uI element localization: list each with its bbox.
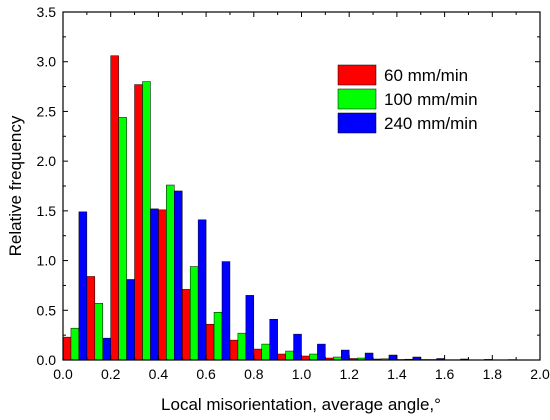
bar-series-3-bin-4 bbox=[150, 208, 159, 361]
legend-swatch-1 bbox=[337, 64, 377, 86]
bars-layer bbox=[62, 55, 541, 361]
bar-series-3-bin-12 bbox=[341, 349, 350, 361]
y-tick-label: 3.0 bbox=[37, 54, 57, 70]
y-tick-label: 1.5 bbox=[37, 203, 57, 219]
bar-series-2-bin-7 bbox=[213, 312, 223, 361]
bar-series-2-bin-1 bbox=[70, 327, 80, 361]
bar-series-2-bin-2 bbox=[94, 303, 104, 361]
y-tick-label: 2.0 bbox=[37, 153, 57, 169]
bar-series-2-bin-10 bbox=[285, 350, 294, 361]
y-tick-label: 2.5 bbox=[37, 103, 57, 119]
bar-series-2-bin-8 bbox=[237, 332, 247, 361]
y-tick-label: 1.0 bbox=[37, 253, 57, 269]
ticks-layer: 0.0 0.2 0.4 0.6 0.8 1.0 1.2 1.4 1.6 1.8 2.0 0.0 0.5 1… bbox=[37, 4, 550, 382]
bar-series-1-bin-9 bbox=[253, 348, 263, 361]
bar-series-3-bin-3 bbox=[126, 279, 135, 361]
x-axis-title: Local misorientation, average angle,° bbox=[161, 395, 441, 414]
y-tick-label: 0.0 bbox=[37, 352, 57, 368]
legend-swatch-2 bbox=[337, 88, 377, 110]
bar-series-2-bin-9 bbox=[261, 343, 270, 361]
bar-series-3-bin-10 bbox=[293, 333, 302, 361]
legend-label-1: 60 mm/min bbox=[384, 66, 468, 85]
x-tick-label: 1.6 bbox=[435, 366, 455, 382]
bar-series-3-bin-5 bbox=[174, 190, 183, 361]
x-tick-label: 0.2 bbox=[101, 366, 121, 382]
x-tick-label: 0.4 bbox=[149, 366, 169, 382]
bar-series-1-bin-8 bbox=[229, 339, 239, 361]
x-tick-label: 2.0 bbox=[530, 366, 550, 382]
bar-series-1-bin-6 bbox=[182, 289, 191, 361]
x-tick-label: 1.8 bbox=[483, 366, 503, 382]
bar-series-1-bin-1 bbox=[62, 336, 72, 361]
x-tick-label: 1.0 bbox=[292, 366, 312, 382]
legend: 60 mm/min 100 mm/min 240 mm/min bbox=[337, 64, 478, 134]
bar-series-2-bin-5 bbox=[166, 184, 175, 361]
x-tick-label: 1.4 bbox=[387, 366, 407, 382]
bar-series-2-bin-6 bbox=[189, 266, 199, 361]
legend-swatch-3 bbox=[337, 112, 377, 134]
bar-series-3-bin-8 bbox=[245, 295, 255, 361]
bar-series-3-bin-11 bbox=[317, 343, 326, 361]
bar-series-2-bin-3 bbox=[118, 117, 127, 361]
bar-series-1-bin-4 bbox=[134, 84, 143, 361]
y-tick-label: 3.5 bbox=[37, 4, 57, 20]
bar-series-3-bin-6 bbox=[197, 219, 207, 361]
bar-series-3-bin-14 bbox=[388, 354, 398, 361]
bar-series-1-bin-3 bbox=[110, 55, 119, 361]
x-tick-label: 0.6 bbox=[196, 366, 216, 382]
bar-series-3-bin-1 bbox=[78, 211, 88, 361]
bar-series-3-bin-7 bbox=[221, 261, 231, 361]
bar-series-3-bin-13 bbox=[364, 352, 374, 361]
legend-label-2: 100 mm/min bbox=[384, 90, 478, 109]
y-axis-title: Relative frequency bbox=[6, 115, 25, 256]
bar-series-1-bin-10 bbox=[277, 353, 286, 361]
x-tick-label: 0.0 bbox=[53, 366, 73, 382]
bar-series-3-bin-2 bbox=[102, 337, 111, 361]
bar-series-2-bin-11 bbox=[309, 353, 318, 361]
bar-series-1-bin-5 bbox=[158, 209, 167, 361]
bar-series-1-bin-2 bbox=[86, 276, 96, 361]
bar-series-1-bin-7 bbox=[205, 323, 215, 361]
bar-series-3-bin-9 bbox=[269, 318, 278, 361]
bar-series-2-bin-4 bbox=[142, 81, 151, 361]
x-tick-label: 1.2 bbox=[339, 366, 359, 382]
x-tick-label: 0.8 bbox=[244, 366, 264, 382]
y-tick-label: 0.5 bbox=[37, 302, 57, 318]
legend-label-3: 240 mm/min bbox=[384, 114, 478, 133]
